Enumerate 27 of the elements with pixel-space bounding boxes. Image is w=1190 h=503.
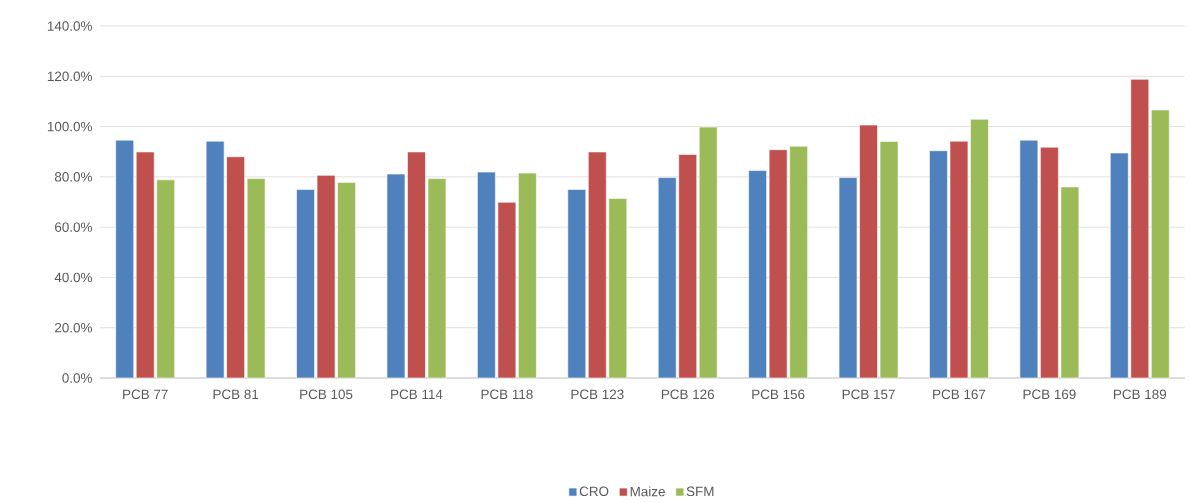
y-tick-label: 80.0% (54, 172, 92, 182)
y-tick-label: 60.0% (55, 222, 92, 232)
x-tick-label: PCB 81 (213, 389, 259, 400)
x-tick-label: PCB 157 (842, 389, 895, 400)
legend-label: CRO (579, 486, 609, 497)
x-tick-label: PCB 118 (481, 389, 533, 400)
legend-label: Maize (630, 486, 665, 497)
x-tick-label: PCB 189 (1113, 389, 1167, 400)
bar (698, 126, 718, 379)
y-tick-label: 100.0% (47, 121, 92, 132)
y-tick-label: 0.0% (62, 373, 92, 383)
y-tick-label: 140.0% (47, 21, 92, 31)
bar (567, 189, 587, 379)
y-tick-label: 40.0% (54, 272, 92, 283)
x-tick-label: PCB 77 (123, 389, 168, 400)
x-tick-label: PCB 123 (571, 389, 624, 400)
x-tick-label: PCB 126 (661, 389, 715, 400)
y-tick-label: 120.0% (47, 71, 92, 82)
x-tick-label: PCB 156 (752, 389, 805, 400)
bar (115, 139, 135, 379)
bar (1150, 109, 1170, 379)
y-tick-label: 20.0% (55, 322, 92, 333)
x-tick-label: PCB 167 (933, 389, 986, 400)
legend-label: SFM (686, 486, 714, 497)
x-tick-label: PCB 105 (300, 389, 353, 400)
x-tick-label: PCB 114 (391, 389, 443, 400)
x-tick-label: PCB 169 (1023, 389, 1076, 400)
